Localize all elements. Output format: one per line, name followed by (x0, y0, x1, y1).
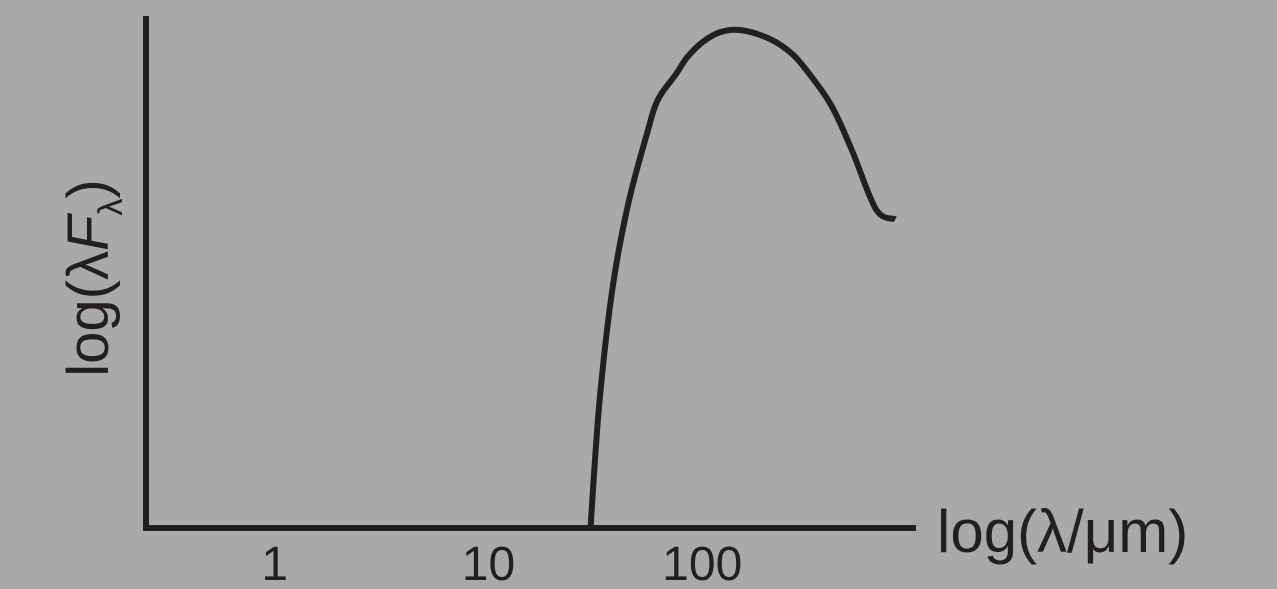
sed-curve (587, 26, 897, 529)
x-tick-label: 1 (261, 538, 288, 589)
x-axis-title: log(λ/μm) (937, 498, 1188, 565)
y-axis-title-suffix: ) (56, 179, 121, 198)
y-axis-title-prefix: log(λ (56, 251, 121, 377)
x-tick-label: 10 (462, 538, 515, 589)
y-axis-title-subscript: λ (92, 199, 130, 216)
x-tick-label: 100 (662, 538, 742, 589)
y-axis-title: log(λFλ) (56, 179, 130, 376)
x-tick-labels: 1 10 100 (261, 538, 742, 589)
y-axis-title-symbol: F (56, 212, 121, 251)
